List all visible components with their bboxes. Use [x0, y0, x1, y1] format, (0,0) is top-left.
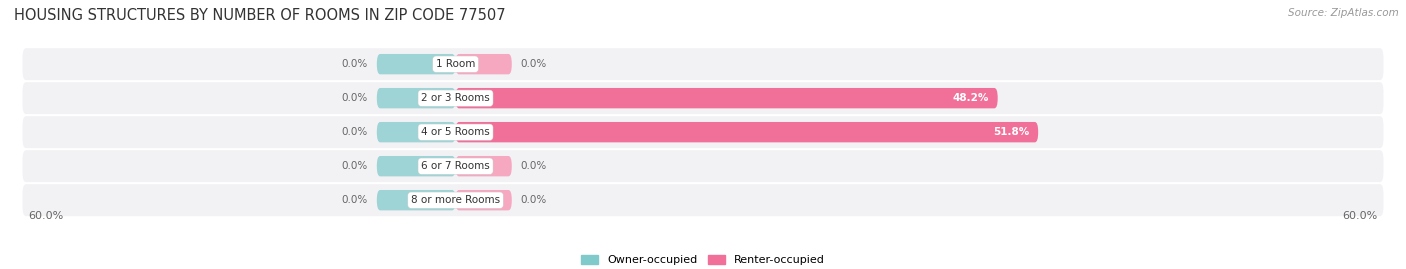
- FancyBboxPatch shape: [456, 190, 512, 210]
- Text: 51.8%: 51.8%: [993, 127, 1029, 137]
- Text: 60.0%: 60.0%: [1343, 211, 1378, 221]
- FancyBboxPatch shape: [377, 122, 456, 142]
- Text: 8 or more Rooms: 8 or more Rooms: [411, 195, 501, 205]
- Text: 0.0%: 0.0%: [342, 127, 368, 137]
- FancyBboxPatch shape: [22, 150, 1384, 182]
- Legend: Owner-occupied, Renter-occupied: Owner-occupied, Renter-occupied: [581, 255, 825, 266]
- Text: 0.0%: 0.0%: [520, 161, 547, 171]
- Text: 48.2%: 48.2%: [952, 93, 988, 103]
- Text: 0.0%: 0.0%: [520, 59, 547, 69]
- Text: 0.0%: 0.0%: [520, 195, 547, 205]
- FancyBboxPatch shape: [377, 156, 456, 176]
- Text: 2 or 3 Rooms: 2 or 3 Rooms: [422, 93, 489, 103]
- Text: 0.0%: 0.0%: [342, 161, 368, 171]
- FancyBboxPatch shape: [456, 122, 1038, 142]
- FancyBboxPatch shape: [22, 184, 1384, 216]
- FancyBboxPatch shape: [377, 190, 456, 210]
- Text: HOUSING STRUCTURES BY NUMBER OF ROOMS IN ZIP CODE 77507: HOUSING STRUCTURES BY NUMBER OF ROOMS IN…: [14, 8, 506, 23]
- FancyBboxPatch shape: [22, 116, 1384, 148]
- Text: 0.0%: 0.0%: [342, 93, 368, 103]
- FancyBboxPatch shape: [377, 88, 456, 108]
- Text: 1 Room: 1 Room: [436, 59, 475, 69]
- Text: 4 or 5 Rooms: 4 or 5 Rooms: [422, 127, 489, 137]
- Text: 6 or 7 Rooms: 6 or 7 Rooms: [422, 161, 489, 171]
- FancyBboxPatch shape: [456, 88, 998, 108]
- Text: 60.0%: 60.0%: [28, 211, 63, 221]
- FancyBboxPatch shape: [456, 156, 512, 176]
- FancyBboxPatch shape: [22, 82, 1384, 114]
- FancyBboxPatch shape: [22, 48, 1384, 80]
- FancyBboxPatch shape: [377, 54, 456, 74]
- Text: 0.0%: 0.0%: [342, 195, 368, 205]
- Text: Source: ZipAtlas.com: Source: ZipAtlas.com: [1288, 8, 1399, 18]
- FancyBboxPatch shape: [456, 54, 512, 74]
- Text: 0.0%: 0.0%: [342, 59, 368, 69]
